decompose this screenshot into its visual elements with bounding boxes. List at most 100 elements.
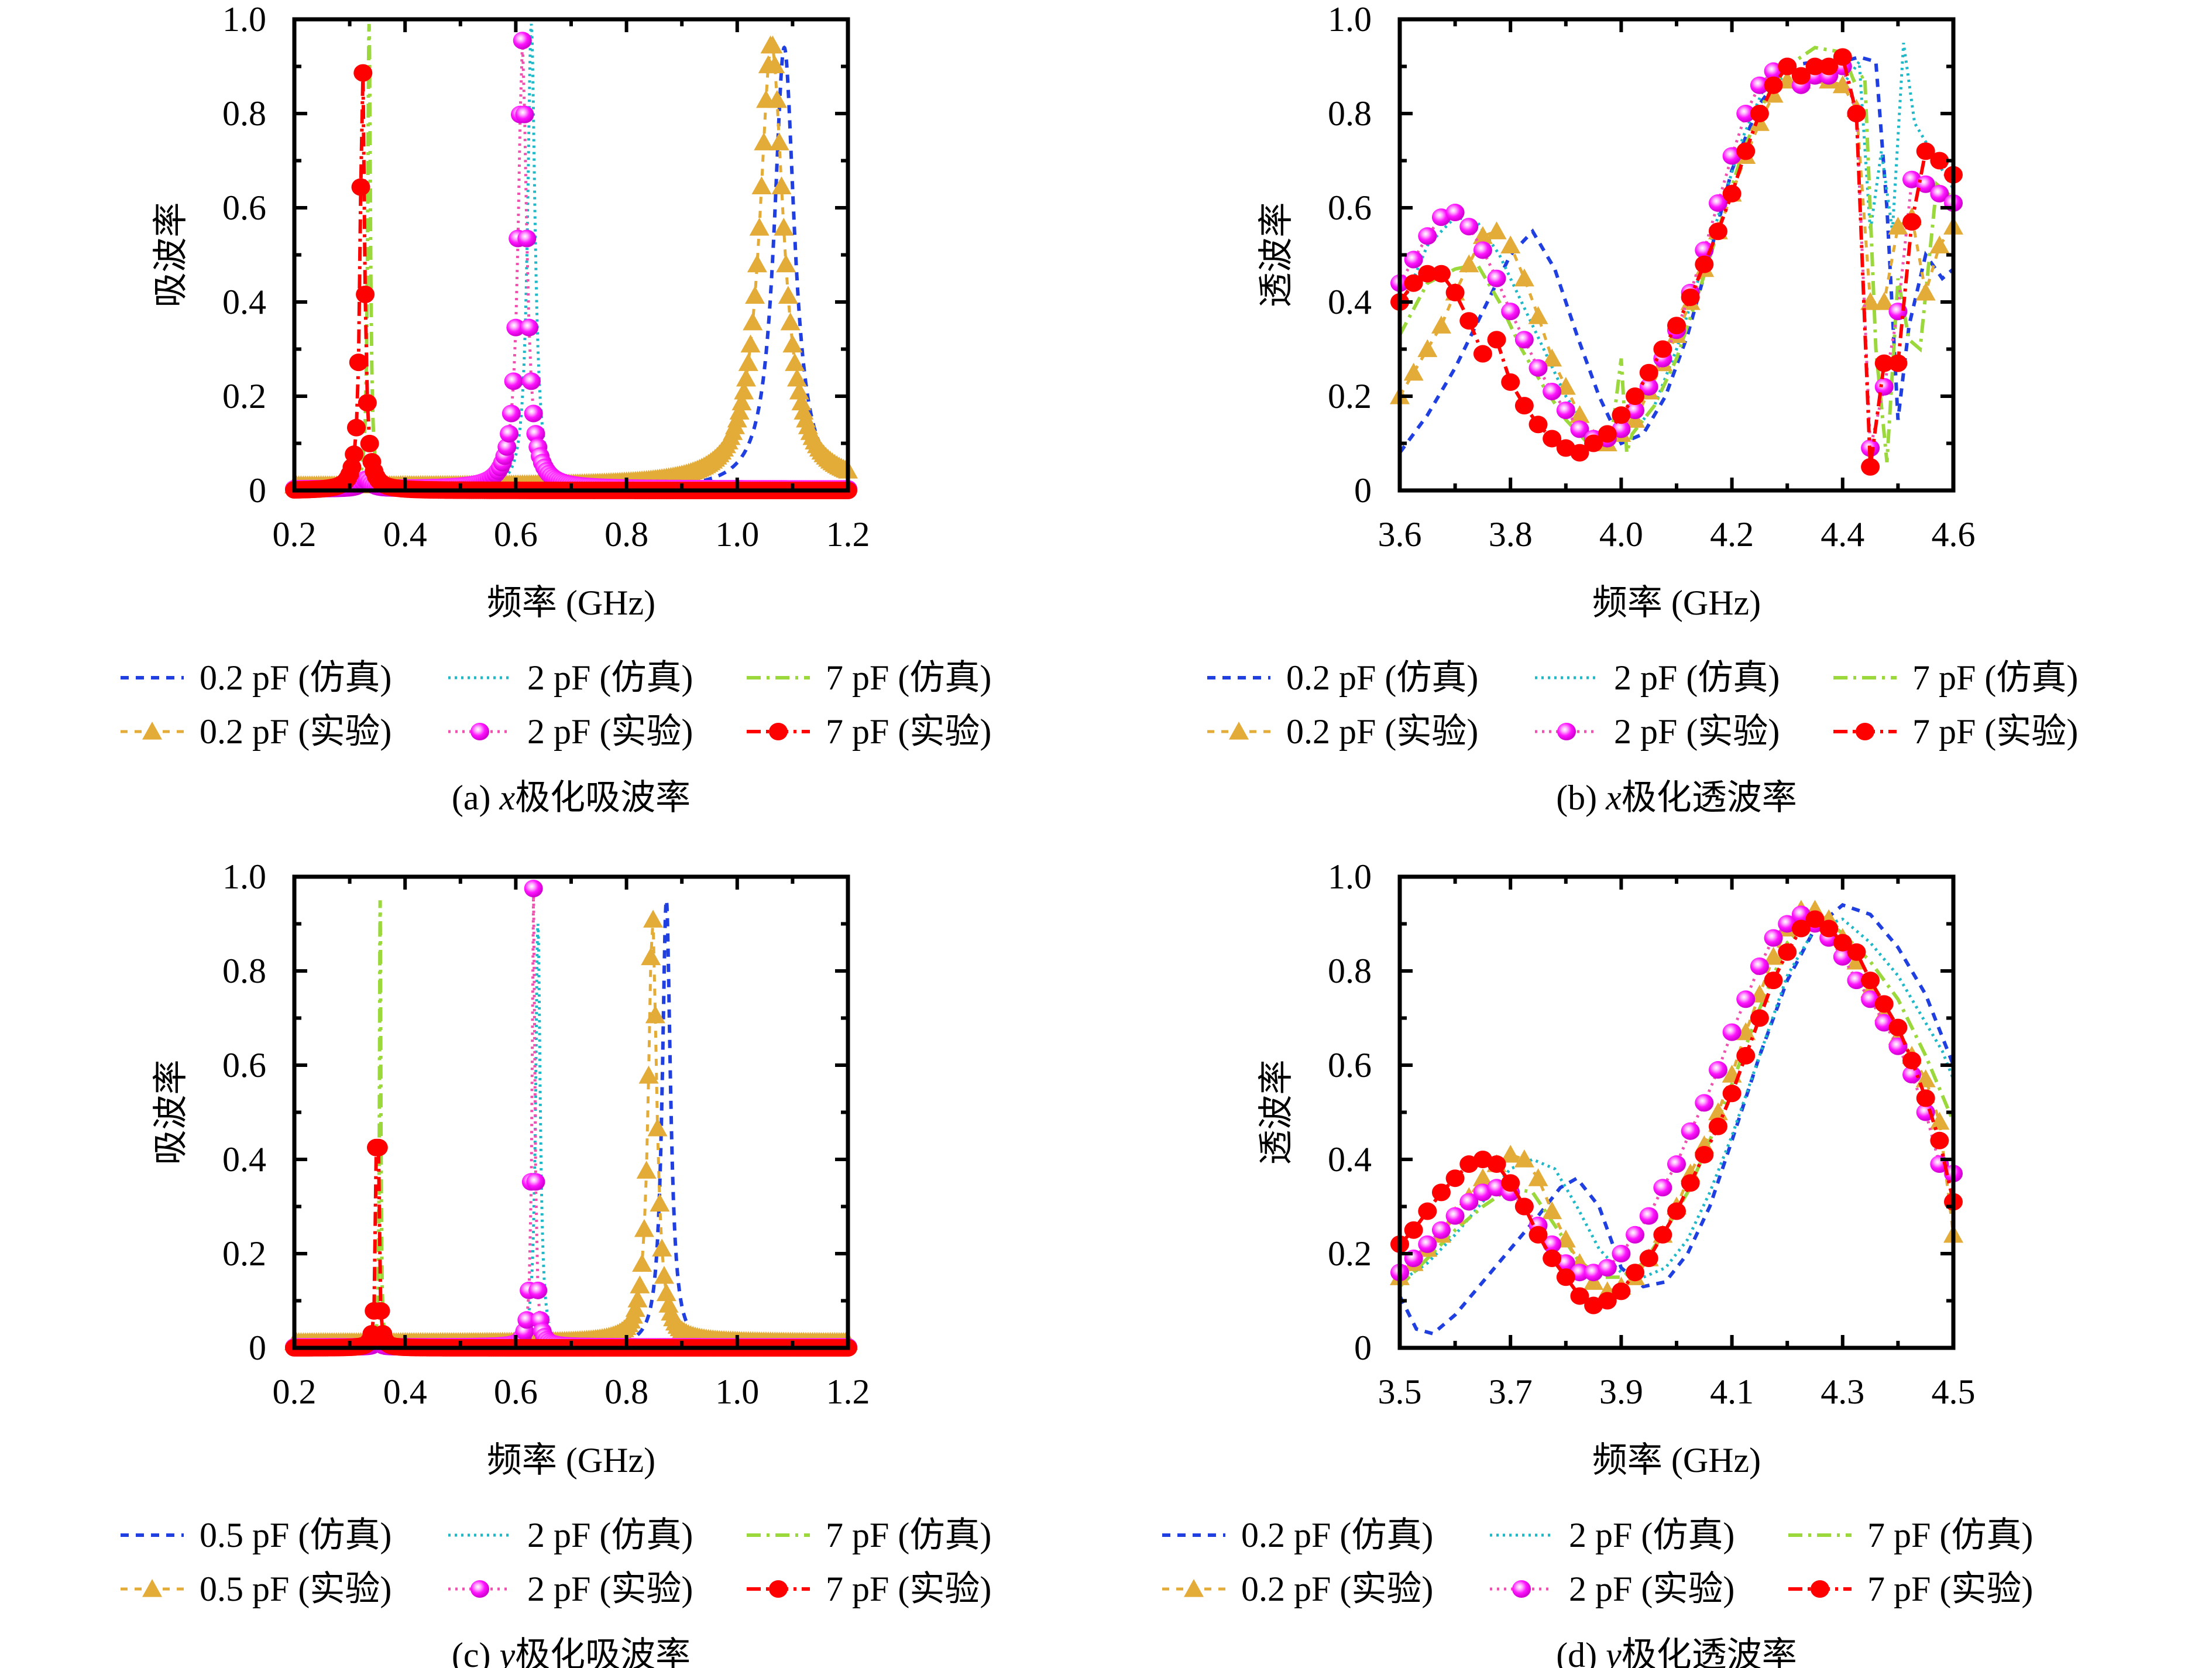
data-point-high bbox=[1598, 425, 1617, 443]
data-point-high bbox=[1833, 48, 1852, 66]
data-point-high bbox=[353, 64, 373, 82]
y-tick-label: 1.0 bbox=[1328, 857, 1372, 896]
data-point-high bbox=[1501, 1174, 1520, 1192]
caption-text: 极化透波率 bbox=[1622, 1636, 1797, 1668]
data-point-low bbox=[762, 35, 783, 54]
data-point-high bbox=[1626, 1264, 1645, 1282]
x-tick-label: 3.8 bbox=[1489, 515, 1533, 554]
data-point-low bbox=[786, 368, 807, 387]
series-markers-mid bbox=[1390, 905, 1963, 1282]
legend-item: 7 pF (仿真) bbox=[747, 1516, 991, 1554]
data-point-low bbox=[785, 353, 805, 371]
data-point-low bbox=[636, 1161, 657, 1179]
data-point-high bbox=[1584, 434, 1603, 452]
data-point-high bbox=[1667, 1202, 1686, 1220]
data-point-mid bbox=[1639, 377, 1658, 396]
y-tick-label: 0.2 bbox=[1328, 1234, 1372, 1273]
legend-item: 0.2 pF (实验) bbox=[1207, 712, 1478, 751]
legend-label: 2 pF (仿真) bbox=[1614, 658, 1780, 697]
data-point-low bbox=[776, 254, 796, 273]
y-tick-label: 0 bbox=[1354, 471, 1372, 510]
data-point-low bbox=[627, 1289, 648, 1307]
data-point-mid bbox=[517, 229, 537, 248]
data-point-low bbox=[1763, 946, 1784, 965]
data-point-mid bbox=[520, 318, 539, 337]
data-point-mid bbox=[1445, 204, 1465, 222]
data-point-high bbox=[1556, 1268, 1575, 1286]
data-point-high bbox=[1653, 340, 1672, 358]
data-point-high bbox=[1612, 1282, 1631, 1300]
data-point-high bbox=[1805, 910, 1825, 928]
data-point-mid bbox=[504, 372, 523, 390]
legend-label: 7 pF (仿真) bbox=[1867, 1516, 2033, 1554]
data-point-high bbox=[1916, 1089, 1935, 1107]
caption-text: 极化透波率 bbox=[1622, 778, 1797, 817]
data-point-low bbox=[731, 392, 752, 411]
caption-prefix: (b) bbox=[1556, 778, 1606, 817]
data-point-high bbox=[1418, 265, 1437, 283]
data-point-low bbox=[1915, 282, 1936, 301]
caption-variable: x bbox=[1605, 778, 1622, 817]
data-point-mid bbox=[528, 1281, 548, 1299]
data-point-low bbox=[632, 1254, 652, 1272]
data-point-low bbox=[1403, 362, 1424, 381]
x-tick-label: 3.7 bbox=[1489, 1372, 1533, 1411]
legend-marker-low bbox=[1229, 722, 1249, 740]
y-tick-label: 0.4 bbox=[1328, 1140, 1372, 1179]
data-point-low bbox=[1514, 268, 1534, 287]
data-point-low bbox=[1542, 348, 1562, 367]
legend-item: 0.2 pF (仿真) bbox=[1207, 658, 1478, 697]
y-axis-label: 透波率 bbox=[1257, 203, 1296, 308]
panel-caption: (a) x极化吸波率 bbox=[452, 778, 691, 817]
data-point-high bbox=[1847, 105, 1866, 122]
legend-item: 2 pF (仿真) bbox=[448, 658, 693, 697]
legend-label: 7 pF (仿真) bbox=[826, 1516, 991, 1554]
data-point-low bbox=[1431, 315, 1451, 334]
legend: 0.2 pF (仿真) 2 pF (仿真) 7 pF (仿真) 0.2 pF (实验)… bbox=[121, 658, 991, 751]
data-point-mid bbox=[1764, 929, 1783, 947]
data-point-low bbox=[1888, 217, 1908, 235]
data-point-high bbox=[1874, 354, 1894, 372]
legend-label: 2 pF (实验) bbox=[527, 712, 693, 751]
data-point-low bbox=[1500, 1144, 1521, 1163]
x-tick-label: 0.6 bbox=[494, 515, 538, 554]
data-point-high bbox=[346, 418, 366, 437]
data-point-low bbox=[1929, 1111, 1950, 1130]
legend-item: 2 pF (实验) bbox=[448, 1570, 693, 1608]
plot-area bbox=[1390, 900, 1963, 1336]
legend-label: 0.2 pF (仿真) bbox=[1286, 658, 1478, 697]
legend-label: 7 pF (实验) bbox=[826, 712, 991, 751]
legend-label: 7 pF (仿真) bbox=[1912, 658, 2078, 697]
legend-label: 7 pF (仿真) bbox=[826, 658, 991, 697]
x-tick-label: 4.6 bbox=[1932, 515, 1976, 554]
data-point-high bbox=[1681, 1174, 1700, 1192]
data-point-mid bbox=[517, 1311, 537, 1329]
data-point-high bbox=[1543, 1250, 1562, 1268]
data-point-mid bbox=[1874, 377, 1894, 396]
series-line-sim-low bbox=[636, 900, 695, 1336]
x-tick-label: 0.6 bbox=[494, 1372, 538, 1411]
panel-b-x-transmission: 3.6 3.8 4.0 4.2 4.4 4.6 0 0.2 0.4 0.6 0.8 1.0 频率 (GH… bbox=[1207, 0, 2078, 817]
data-point-high bbox=[1861, 458, 1880, 476]
panel-a-x-absorption: 0.2 0.4 0.6 0.8 1.0 1.200.20.40.60.81.0频率 (GH… bbox=[121, 0, 991, 817]
data-point-mid bbox=[1736, 105, 1756, 122]
plot-frame bbox=[1397, 874, 1956, 1350]
data-point-high bbox=[1708, 222, 1727, 241]
data-point-mid bbox=[1750, 957, 1769, 975]
data-point-mid bbox=[515, 105, 534, 123]
legend-item: 7 pF (实验) bbox=[1833, 712, 2078, 751]
legend-item: 2 pF (仿真) bbox=[1490, 1516, 1734, 1554]
data-point-mid bbox=[1639, 1207, 1658, 1225]
plot-area bbox=[284, 23, 858, 499]
legend-marker-low bbox=[142, 1579, 162, 1597]
data-point-low bbox=[638, 1065, 659, 1084]
data-point-low bbox=[740, 334, 761, 353]
data-point-mid bbox=[1847, 972, 1866, 990]
data-point-low bbox=[1514, 1149, 1534, 1168]
panel-caption: (b) x极化透波率 bbox=[1556, 778, 1797, 817]
data-point-mid bbox=[502, 404, 521, 423]
legend-label: 0.2 pF (实验) bbox=[200, 712, 391, 751]
data-point-mid bbox=[1543, 382, 1562, 400]
legend-item: 7 pF (仿真) bbox=[1788, 1516, 2033, 1554]
legend-item: 7 pF (仿真) bbox=[1833, 658, 2078, 697]
